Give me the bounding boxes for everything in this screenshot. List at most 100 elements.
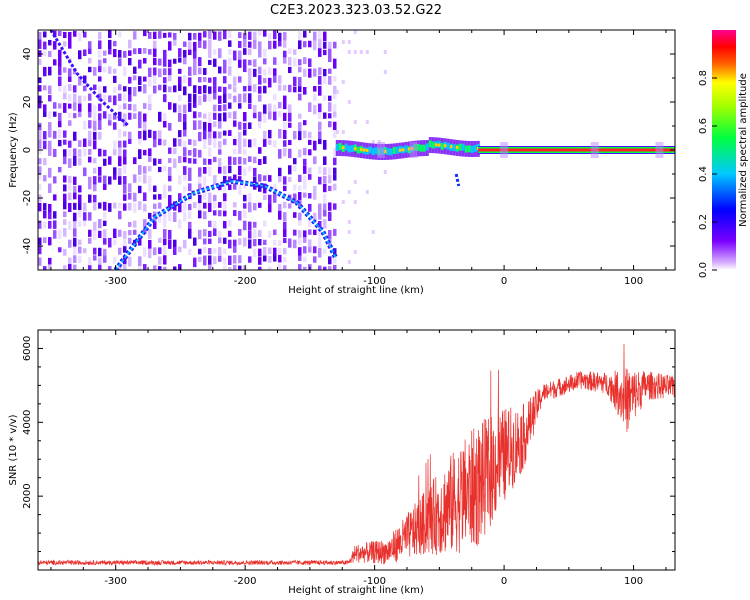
heat-cell: [38, 174, 42, 181]
heat-cell: [268, 77, 272, 88]
heat-cell: [168, 239, 172, 249]
heat-cell: [68, 183, 72, 191]
heat-cell: [344, 143, 348, 151]
heat-cell: [248, 31, 252, 40]
heat-cell: [333, 76, 337, 82]
heat-cell: [128, 202, 132, 211]
heat-cell: [183, 122, 187, 132]
heat-cell: [168, 75, 172, 82]
heat-cell: [268, 194, 272, 204]
heat-cell: [203, 167, 207, 174]
heat-cell: [228, 130, 232, 136]
heat-cell: [38, 246, 42, 255]
heat-cell: [288, 238, 292, 248]
heat-cell: [258, 147, 262, 154]
heat-cell: [278, 111, 282, 117]
heat-cell: [283, 148, 287, 157]
heat-cell: [198, 203, 202, 213]
heat-cell: [73, 192, 77, 200]
heat-cell: [163, 121, 167, 128]
heat-cell: [203, 211, 207, 220]
heat-cell: [298, 131, 302, 141]
heat-cell: [153, 194, 157, 200]
heat-cell: [73, 221, 77, 231]
heat-cell: [198, 120, 202, 130]
heat-cell: [333, 264, 337, 270]
heat-cell: [208, 112, 212, 123]
heat-cell: [168, 102, 172, 110]
heat-cell: [228, 239, 232, 249]
heat-cell: [318, 176, 322, 185]
heat-cell: [103, 111, 107, 119]
heat-cell: [38, 148, 42, 155]
heat-cell: [288, 122, 292, 128]
heat-cell: [258, 158, 262, 166]
figure-title: C2E3.2023.323.03.52.G22: [270, 3, 442, 18]
heat-cell: [218, 104, 222, 112]
heat-cell: [359, 148, 363, 152]
x-tick-label: -100: [363, 276, 386, 287]
heat-cell: [163, 219, 167, 228]
heat-cell: [353, 200, 357, 204]
heat-cell: [263, 130, 267, 140]
heat-cell: [68, 175, 72, 184]
heat-cell: [223, 104, 227, 111]
heat-cell: [298, 66, 302, 73]
heat-cell: [48, 167, 52, 178]
heat-cell: [123, 66, 127, 77]
heat-cell: [163, 246, 167, 256]
heat-cell: [278, 247, 282, 258]
heat-cell: [128, 94, 132, 102]
heat-cell: [58, 121, 62, 128]
heat-cell: [288, 165, 292, 175]
heat-cell: [298, 174, 302, 182]
heat-cell: [333, 58, 337, 69]
heat-cell: [148, 77, 152, 87]
heat-cell: [63, 211, 67, 218]
heat-cell: [58, 229, 62, 240]
heat-cell: [218, 48, 222, 59]
heat-cell: [83, 138, 87, 147]
heat-cell: [228, 66, 232, 76]
heat-cell: [183, 156, 187, 163]
heat-cell: [88, 156, 92, 163]
heat-cell: [308, 246, 312, 253]
heat-cell: [43, 203, 47, 211]
heat-cell: [347, 190, 351, 194]
colorbar-tick-label: 0.4: [698, 166, 709, 182]
heat-cell: [163, 139, 167, 146]
heat-cell: [213, 202, 217, 209]
heat-cell: [298, 237, 302, 245]
heat-cell: [233, 210, 237, 217]
heat-cell: [73, 131, 77, 141]
heat-cell: [63, 41, 67, 47]
heat-cell: [248, 41, 252, 48]
heat-cell: [153, 48, 157, 57]
snr-x-axis: -300 -200 -100 0 100: [50, 330, 667, 587]
heat-cell: [68, 103, 72, 109]
heat-cell: [93, 255, 97, 261]
heat-cell: [63, 201, 67, 210]
heat-cell: [118, 104, 122, 110]
heat-cell: [53, 176, 57, 184]
heat-cell: [347, 50, 351, 54]
heat-cell: [63, 184, 67, 192]
heat-cell: [163, 255, 167, 265]
heat-cell: [138, 266, 142, 270]
heat-cell: [323, 49, 327, 56]
heat-cell: [38, 122, 42, 131]
heat-cell: [328, 175, 332, 184]
heat-cell: [153, 75, 157, 85]
heat-cell: [163, 49, 167, 60]
heat-cell: [273, 75, 277, 83]
heat-cell: [313, 40, 317, 51]
heat-cell: [323, 156, 327, 165]
heat-cell: [328, 202, 332, 211]
heat-cell: [73, 113, 77, 119]
heat-cell: [228, 156, 232, 165]
heat-cell: [63, 85, 67, 96]
heat-cell: [93, 140, 97, 150]
heat-cell: [133, 157, 137, 165]
heat-cell: [233, 148, 237, 155]
heat-cell: [158, 247, 162, 255]
